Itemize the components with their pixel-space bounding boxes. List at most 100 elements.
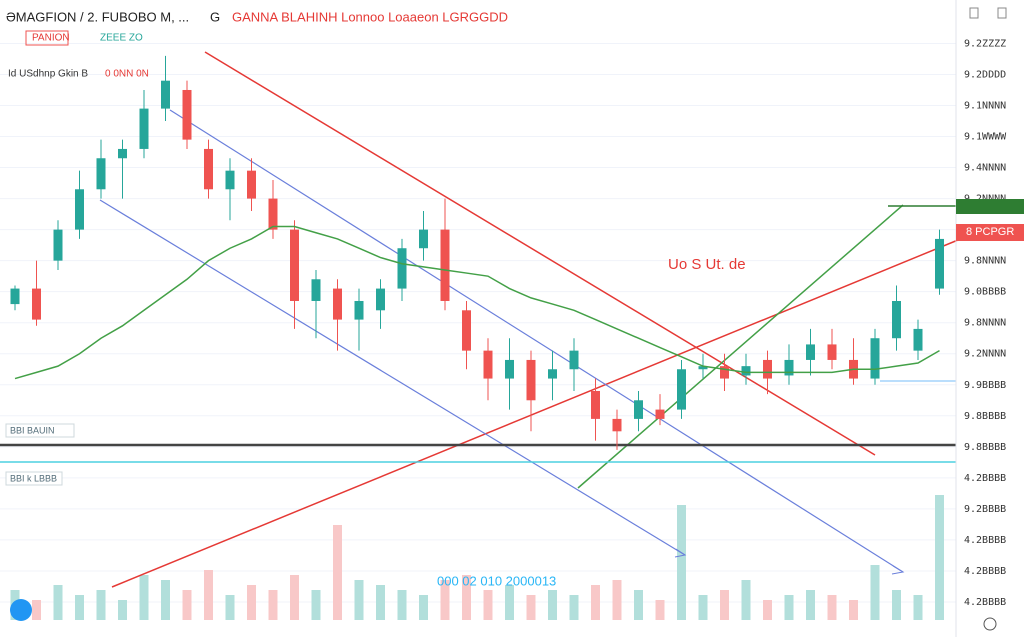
candle-body bbox=[634, 400, 643, 419]
header-flag: G bbox=[210, 9, 220, 24]
volume-bar bbox=[634, 590, 643, 620]
volume-bar bbox=[290, 575, 299, 620]
indicator-name: PANION bbox=[32, 33, 70, 44]
y-tick-label: 9.8BBBB bbox=[964, 411, 1006, 422]
indicator-box[interactable] bbox=[25, 30, 69, 46]
candle-body bbox=[225, 170, 235, 190]
volume-bar bbox=[96, 590, 106, 620]
candle-body bbox=[118, 148, 127, 159]
volume-bar bbox=[677, 505, 686, 620]
candle-body bbox=[397, 248, 407, 289]
volume-bar bbox=[763, 600, 772, 620]
y-tick-label: 9.8NNNN bbox=[964, 318, 1006, 329]
y-tick-label: 9.0BBBB bbox=[964, 287, 1006, 298]
candle-body bbox=[161, 80, 170, 109]
y-tick-label: 9.8NNNN bbox=[964, 256, 1006, 267]
toolbar-button[interactable] bbox=[969, 7, 979, 19]
settings-button[interactable] bbox=[983, 617, 997, 631]
volume-bar bbox=[32, 600, 41, 620]
y-tick-label: 4.2BBBB bbox=[964, 597, 1006, 608]
y-tick-label: 4.2BBBB bbox=[964, 535, 1006, 546]
arrow-head bbox=[674, 548, 687, 558]
volume-bar bbox=[849, 600, 858, 620]
volume-bar bbox=[311, 590, 321, 620]
candle-body bbox=[655, 409, 665, 419]
candle-body bbox=[268, 198, 278, 230]
volume-bar bbox=[118, 600, 127, 620]
candle-body bbox=[870, 338, 880, 379]
candle-body bbox=[290, 229, 299, 301]
candle-body bbox=[505, 359, 514, 379]
candle-body bbox=[892, 300, 901, 339]
header-info: GANNA BLAHINH Lonnoo Loaaeon LGRGGDD bbox=[232, 9, 508, 24]
indicator-value: 0 0NN 0N bbox=[105, 69, 149, 80]
logo-button[interactable] bbox=[10, 599, 32, 621]
trend-line bbox=[204, 51, 876, 456]
candle-body bbox=[462, 310, 471, 351]
volume-bar bbox=[247, 585, 256, 620]
volume-bar bbox=[333, 525, 342, 620]
candle-body bbox=[741, 366, 751, 376]
volume-bar bbox=[935, 495, 944, 620]
candle-body bbox=[53, 229, 63, 261]
volume-bar bbox=[182, 590, 192, 620]
candle-body bbox=[913, 328, 923, 351]
y-tick-label: 4.2BBBB bbox=[964, 473, 1006, 484]
candle-body bbox=[677, 369, 686, 410]
y-tick-label: 9.2BBBB bbox=[964, 504, 1006, 515]
candle-body bbox=[827, 344, 837, 360]
volume-bar bbox=[505, 585, 514, 620]
annotation: 000 02 010 2000013 bbox=[437, 573, 556, 588]
volume-bar bbox=[591, 585, 600, 620]
volume-bar bbox=[698, 595, 708, 620]
volume-bar bbox=[225, 595, 235, 620]
candle-body bbox=[32, 288, 41, 320]
candle-body bbox=[311, 279, 321, 301]
candle-body bbox=[698, 366, 708, 370]
volume-bar bbox=[483, 590, 493, 620]
annotation: Uo S Ut. de bbox=[668, 256, 746, 273]
y-tick-label: 9.2ZZZZ bbox=[964, 38, 1006, 49]
candle-body bbox=[548, 369, 557, 379]
candle-body bbox=[139, 108, 149, 149]
candle-body bbox=[612, 418, 622, 432]
y-tick-label: 4.2BBBB bbox=[964, 566, 1006, 577]
candle-body bbox=[204, 148, 213, 190]
candle-body bbox=[935, 238, 944, 289]
y-tick-label: 9.1NNNN bbox=[964, 101, 1006, 112]
volume-bar bbox=[612, 580, 622, 620]
volume-bar bbox=[827, 595, 837, 620]
y-tick-label: 9.8BBBB bbox=[964, 442, 1006, 453]
candle-body bbox=[354, 300, 364, 320]
label-text: BBI BAUIN bbox=[10, 425, 55, 435]
volume-bar bbox=[53, 585, 63, 620]
channel-line bbox=[99, 199, 686, 556]
volume-bar bbox=[419, 595, 428, 620]
y-tick-label: 9.2NNNN bbox=[964, 349, 1006, 360]
candle-body bbox=[720, 366, 729, 379]
moving-average-line bbox=[14, 225, 940, 380]
volume-bar bbox=[376, 585, 385, 620]
label-text: BBI k LBBB bbox=[10, 473, 57, 483]
candle-body bbox=[96, 158, 106, 190]
arrow-head bbox=[891, 565, 905, 575]
candle-body bbox=[763, 359, 772, 379]
candle-body bbox=[376, 288, 385, 311]
candle-body bbox=[440, 229, 450, 301]
volume-pane bbox=[10, 495, 944, 620]
volume-bar bbox=[75, 595, 84, 620]
label-box bbox=[5, 471, 63, 486]
volume-bar bbox=[462, 575, 471, 620]
candle-body bbox=[591, 390, 600, 419]
toolbar-button[interactable] bbox=[997, 7, 1007, 19]
indicator-name: Id USdhnp Gkin B bbox=[8, 69, 88, 80]
volume-bar bbox=[548, 590, 557, 620]
price-tag-green bbox=[956, 199, 1024, 214]
candle-body bbox=[483, 350, 493, 379]
candle-body bbox=[247, 170, 256, 199]
candle-body bbox=[333, 288, 342, 320]
candles bbox=[10, 55, 944, 450]
symbol-title: ƏMAGFION / 2. FUBOBO M, ... bbox=[6, 9, 189, 24]
price-tag-red bbox=[956, 224, 1024, 241]
